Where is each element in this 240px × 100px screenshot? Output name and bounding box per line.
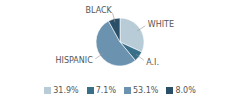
html-text:31.9%: 31.9%: [53, 86, 79, 95]
html-text:8.0%: 8.0%: [175, 86, 196, 95]
svg-text:HISPANIC: HISPANIC: [56, 56, 94, 65]
svg-text:A.I.: A.I.: [146, 58, 159, 67]
svg-text:WHITE: WHITE: [148, 20, 174, 29]
html-text:7.1%: 7.1%: [95, 86, 116, 95]
html-text:53.1%: 53.1%: [133, 86, 159, 95]
svg-text:BLACK: BLACK: [86, 6, 113, 15]
